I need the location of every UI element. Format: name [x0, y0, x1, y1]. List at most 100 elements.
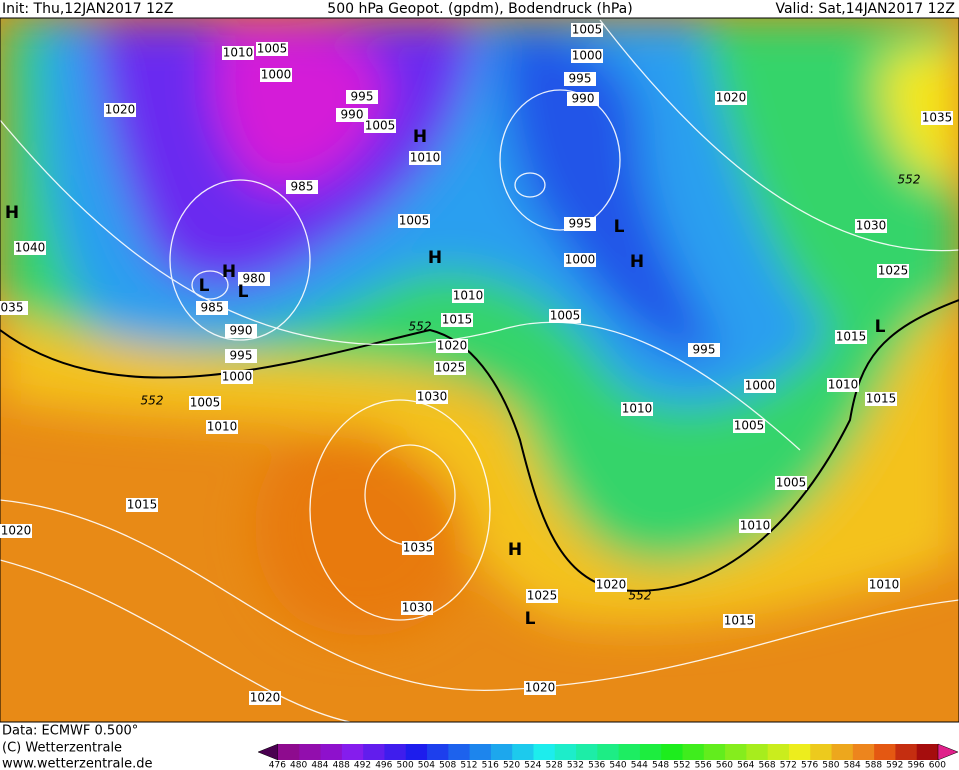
colorbar-label: 532	[567, 761, 584, 770]
isobar-label: 1010	[207, 420, 238, 434]
isobar-label: 980	[243, 272, 266, 286]
colorbar-label: 596	[907, 761, 924, 770]
isobar-label-box	[688, 343, 720, 357]
isobar-label-box	[739, 519, 771, 533]
isobar-label: 1020	[437, 339, 468, 353]
isobar-label: 985	[291, 180, 314, 194]
isobar-label: 1005	[550, 309, 581, 323]
isobar-label: 1005	[734, 419, 765, 433]
isobar-label: 1010	[453, 289, 484, 303]
isobar-label: 1020	[105, 103, 136, 117]
isobar-label: 1005	[365, 119, 396, 133]
isobar-label: 1015	[836, 330, 867, 344]
colorbar-swatch	[533, 744, 556, 760]
isobar-label-box	[868, 578, 900, 592]
isobar-label: 995	[569, 217, 592, 231]
isobar-label: 1035	[922, 111, 953, 125]
colorbar-swatch	[661, 744, 684, 760]
isobar-label: 1005	[572, 23, 603, 37]
colorbar-swatch	[831, 744, 854, 760]
colorbar-swatch	[427, 744, 449, 760]
isobar-label: 1000	[572, 49, 603, 63]
colorbar-swatch	[448, 744, 471, 760]
isobar-label-box	[434, 361, 466, 375]
colorbar-swatch	[788, 744, 811, 760]
colorbar-label: 576	[801, 761, 818, 770]
colorbar-label: 500	[397, 761, 414, 770]
colorbar-swatch	[363, 744, 385, 760]
isobar-label-box	[221, 370, 253, 384]
isobar-label: 1005	[399, 214, 430, 228]
colorbar-label: 508	[439, 761, 456, 770]
colorbar: 476 480 484 488 492 496 500 504 508 512 516 520 524 5…	[257, 743, 959, 770]
isobar-label-box	[0, 524, 32, 538]
pressure-center: L	[525, 609, 536, 629]
isobar-label-box	[416, 390, 448, 404]
isobar-label-box	[921, 111, 953, 125]
isobar-label: 990	[572, 92, 595, 106]
isobar-label: 1025	[527, 589, 558, 603]
isobar-label-box	[564, 217, 596, 231]
isobar-label: 1040	[15, 241, 46, 255]
isobar-label-box	[286, 180, 318, 194]
colorbar-swatch	[682, 744, 705, 760]
isobar-label: 1020	[1, 524, 32, 538]
colorbar-swatch	[299, 744, 322, 760]
colorbar-swatch	[490, 744, 513, 760]
geopotential-label: 552	[629, 589, 652, 603]
colorbar-label: 480	[290, 761, 307, 770]
map-field	[0, 18, 959, 722]
copyright: (C) Wetterzentrale	[2, 741, 122, 756]
isobar-label: 1015	[442, 313, 473, 327]
isobar-label-box	[723, 614, 755, 628]
isobar-label: 1010	[223, 46, 254, 60]
isobar-label-box	[222, 46, 254, 60]
isobar-label: 995	[693, 343, 716, 357]
geopotential-label: 552	[409, 320, 432, 334]
isobar-label-box	[238, 272, 270, 286]
isobar-label: 1000	[222, 370, 253, 384]
isobar-label: 1010	[410, 151, 441, 165]
pressure-center: H	[428, 248, 442, 268]
colorbar-swatch	[746, 744, 769, 760]
isobar-label: 1015	[127, 498, 158, 512]
colorbar-arrow	[257, 743, 279, 761]
isobar-label-box	[865, 392, 897, 406]
isobar-label-box	[336, 108, 368, 122]
isobar-label-box	[733, 419, 765, 433]
isobar-label: 1005	[257, 42, 288, 56]
colorbar-label: 484	[311, 761, 328, 770]
colorbar-swatch	[852, 744, 875, 760]
isobar-label: 1030	[417, 390, 448, 404]
colorbar-label: 572	[780, 761, 797, 770]
colorbar-label: 512	[460, 761, 477, 770]
isobar-label-box	[104, 103, 136, 117]
map-title: 500 hPa Geopot. (gpdm), Bodendruck (hPa)	[327, 1, 632, 17]
isobar-label: 990	[341, 108, 364, 122]
isobar-label: 1010	[828, 378, 859, 392]
isobar-label-box	[835, 330, 867, 344]
isobar-label: 1020	[525, 681, 556, 695]
isobar-label: 1010	[740, 519, 771, 533]
colorbar-swatch	[554, 744, 577, 760]
isobar-label-box	[526, 589, 558, 603]
isobar-label: 1010	[622, 402, 653, 416]
pressure-center: L	[199, 276, 210, 296]
pressure-center: L	[875, 317, 886, 337]
isobar-label: 995	[569, 72, 592, 86]
isobar-label-box	[401, 601, 433, 615]
isobar-label-box	[196, 301, 228, 315]
geopotential-label: 552	[141, 394, 164, 408]
isobar-label: 1035	[403, 541, 434, 555]
isobar-label: 1020	[250, 691, 281, 705]
colorbar-swatch	[874, 744, 896, 760]
colorbar-swatch	[767, 744, 790, 760]
colorbar-label: 552	[673, 761, 690, 770]
colorbar-label: 600	[929, 761, 946, 770]
isobar-label-box	[225, 324, 257, 338]
pressure-center: L	[614, 217, 625, 237]
isobar-label: 1030	[402, 601, 433, 615]
pressure-center: L	[238, 282, 249, 302]
